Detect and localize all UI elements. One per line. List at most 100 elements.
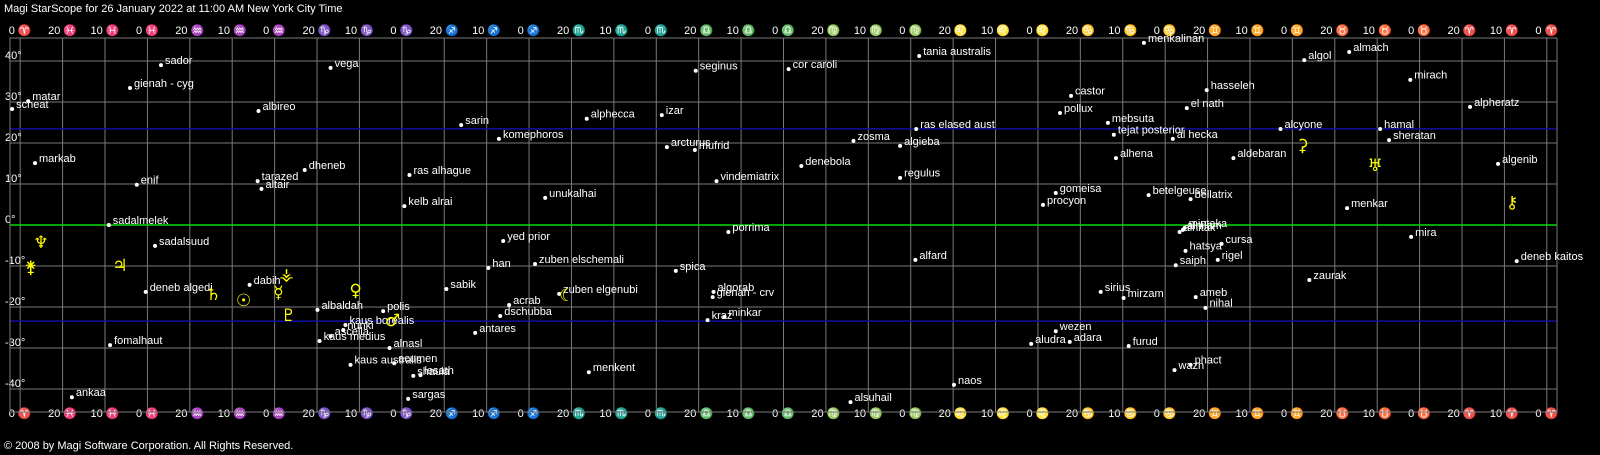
star	[473, 330, 478, 335]
star-label: kaus medius	[324, 331, 386, 343]
star	[1204, 88, 1209, 93]
star-label: algieba	[904, 136, 940, 148]
star	[1041, 202, 1046, 207]
star	[328, 65, 333, 70]
star	[247, 282, 252, 287]
star-label: alnilam	[1187, 220, 1222, 232]
star	[158, 63, 163, 68]
star	[1173, 263, 1178, 268]
star-label: acrab	[513, 295, 541, 307]
star-label: wezen	[1059, 321, 1092, 333]
star-label: dheneb	[309, 160, 346, 172]
star-label: phact	[1195, 355, 1222, 367]
star	[143, 289, 148, 294]
star	[917, 54, 922, 59]
x-tick-label: 20 ♊	[1193, 407, 1222, 420]
star	[10, 106, 15, 111]
star-label: dabih	[254, 275, 281, 287]
x-tick-label: 0 ♌	[1027, 407, 1050, 420]
x-tick-label: 0 ♍	[899, 24, 922, 37]
star	[444, 286, 449, 291]
star	[1193, 295, 1198, 300]
star	[851, 138, 856, 143]
star	[1053, 191, 1058, 196]
star	[1278, 127, 1283, 132]
star-label: cursa	[1226, 234, 1254, 246]
x-tick-label: 20 ♏	[557, 407, 586, 420]
star	[392, 361, 397, 366]
star-label: adara	[1074, 332, 1103, 344]
star-label: rigel	[1222, 250, 1243, 262]
star-label: alpheratz	[1474, 97, 1519, 109]
star	[153, 243, 158, 248]
star-label: mirzam	[1128, 288, 1164, 300]
x-tick-label: 20 ♋	[1066, 24, 1095, 37]
star-label: sarin	[465, 115, 489, 127]
star-label: kraz	[712, 310, 733, 322]
star	[1121, 295, 1126, 300]
star	[726, 229, 731, 234]
star-label: alcyone	[1285, 119, 1323, 131]
star	[69, 395, 74, 400]
star	[402, 204, 407, 209]
star	[543, 195, 548, 200]
x-tick-label: 10 ♌	[981, 24, 1010, 37]
star	[1302, 58, 1307, 63]
x-tick-label: 10 ♍	[854, 407, 883, 420]
star	[1177, 229, 1182, 234]
star-label: ankaa	[76, 387, 107, 399]
planet: ♇	[281, 306, 296, 326]
star	[1067, 339, 1072, 344]
x-tick-label: 20 ♐	[430, 407, 459, 420]
star	[913, 257, 918, 262]
star	[799, 163, 804, 168]
y-tick-label: -40°	[5, 378, 25, 390]
planet: ♄	[206, 285, 221, 305]
star-label: acumen	[398, 353, 437, 365]
x-tick-label: 10 ♓	[90, 24, 119, 37]
x-tick-label: 20 ♐	[430, 24, 459, 37]
y-tick-label: -20°	[5, 296, 25, 308]
x-tick-label: 0 ♈	[9, 407, 32, 420]
x-tick-label: 0 ♉	[1408, 407, 1431, 420]
star-label: fomalhaut	[114, 335, 162, 347]
star-label: nunki	[347, 320, 373, 332]
x-tick-label: 0 ♒	[263, 407, 286, 420]
star-label: saiph	[1180, 255, 1206, 267]
star	[315, 307, 320, 312]
x-tick-label: 0 ♋	[1154, 24, 1177, 37]
star	[586, 370, 591, 375]
x-tick-label: 0 ♈	[9, 24, 32, 37]
x-tick-label: 20 ♎	[684, 407, 713, 420]
x-tick-label: 20 ♌	[939, 24, 968, 37]
star-label: menkalinan	[1148, 33, 1204, 45]
star-label: kelb alrai	[408, 196, 452, 208]
x-tick-label: 10 ♈	[1490, 24, 1519, 37]
star	[673, 268, 678, 273]
x-tick-label: 10 ♉	[1363, 407, 1392, 420]
x-tick-label: 20 ♌	[939, 407, 968, 420]
star-label: arcturus	[671, 137, 711, 149]
star-label: aldebaran	[1237, 148, 1286, 160]
star	[108, 343, 113, 348]
star-label: lesath	[424, 365, 453, 377]
star-label: izar	[666, 105, 684, 117]
star	[532, 261, 537, 266]
star-label: zaurak	[1313, 270, 1347, 282]
star	[33, 161, 38, 166]
star-label: algenib	[1502, 154, 1537, 166]
y-tick-label: 10°	[5, 173, 22, 185]
star-label: enif	[141, 175, 160, 187]
star-label: nihal	[1209, 298, 1232, 310]
star	[848, 400, 853, 405]
star-label: hatsya	[1190, 241, 1223, 253]
planet: ♆	[33, 233, 48, 253]
star	[302, 168, 307, 173]
star	[1408, 77, 1413, 82]
star	[1029, 341, 1034, 346]
star-label: sadalmelek	[113, 215, 169, 227]
star	[1146, 193, 1151, 198]
star	[1345, 206, 1350, 211]
x-tick-label: 20 ♉	[1320, 24, 1349, 37]
x-tick-label: 20 ♉	[1320, 407, 1349, 420]
